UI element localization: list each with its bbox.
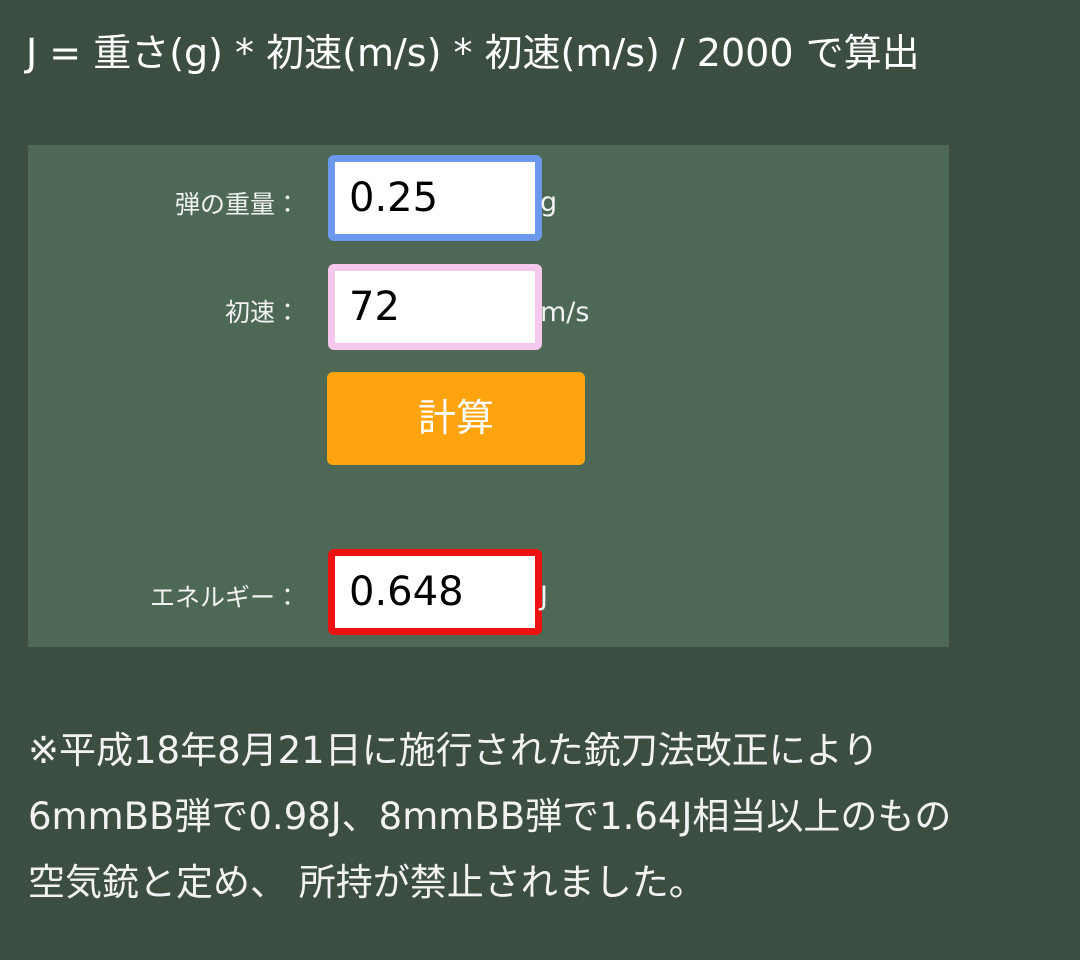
note-line: 6mmBB弾で0.98J、8mmBB弾で1.64J相当以上のもの <box>28 795 952 838</box>
speed-label: 初速： <box>224 298 300 327</box>
energy-unit: J <box>540 581 548 612</box>
energy-label: エネルギー： <box>149 583 300 612</box>
calculate-button[interactable]: 計算 <box>327 372 585 465</box>
formula: J = 重さ(g) * 初速(m/s) * 初速(m/s) / 2000 で算出 <box>26 31 920 75</box>
note-line: 空気銃と定め、 所持が禁止されました。 <box>28 861 706 904</box>
note-line: ※平成18年8月21日に施行された銃刀法改正により <box>28 729 879 772</box>
speed-input[interactable]: 72 <box>328 264 542 350</box>
speed-unit: m/s <box>540 297 590 328</box>
weight-label: 弾の重量： <box>174 190 300 219</box>
weight-input[interactable]: 0.25 <box>328 155 542 241</box>
energy-output[interactable]: 0.648 <box>328 549 542 635</box>
calculator-panel: 弾の重量： 0.25 g 初速： 72 m/s 計算 エネルギー： 0.648 … <box>28 145 949 647</box>
weight-unit: g <box>540 187 558 218</box>
